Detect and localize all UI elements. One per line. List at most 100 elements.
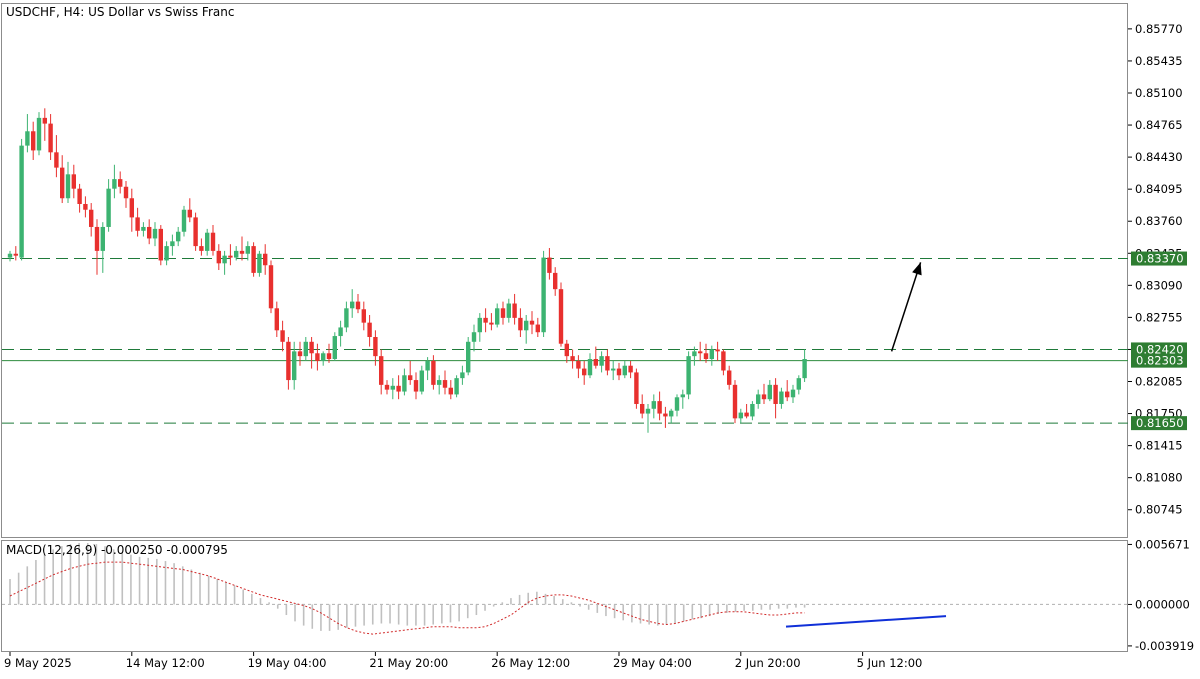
price-axis: 0.85770 0.85435 0.85100 0.84765 0.84430 0.840… xyxy=(1128,22,1187,517)
candle-body xyxy=(651,401,656,409)
candle-body xyxy=(94,226,100,251)
level-price-label: 0.82303 xyxy=(1136,354,1184,368)
divergence-line xyxy=(785,615,947,628)
candle-body xyxy=(779,391,784,404)
candle-body xyxy=(257,253,262,273)
price-tick-label: 0.85770 xyxy=(1135,22,1183,36)
candles-layer xyxy=(7,108,807,433)
candle-body xyxy=(280,330,285,342)
time-tick-label: 9 May 2025 xyxy=(4,656,72,670)
candle-body xyxy=(228,255,233,258)
candle-body xyxy=(31,131,36,151)
candle-body xyxy=(529,320,535,325)
candle-body xyxy=(744,412,749,417)
candle-body xyxy=(616,368,622,376)
candle-body xyxy=(576,360,581,369)
candle-body xyxy=(483,317,488,323)
candle-body xyxy=(622,365,627,376)
candle-body xyxy=(761,394,767,400)
candle-body xyxy=(512,303,517,318)
candle-body xyxy=(141,226,146,231)
candle-body xyxy=(570,356,575,361)
macd-tick-label: 0.005671 xyxy=(1135,537,1190,551)
level-price-tag xyxy=(1131,353,1187,368)
candle-body xyxy=(489,322,494,325)
price-tick-label: 0.81415 xyxy=(1135,439,1183,453)
candle-body xyxy=(77,188,82,204)
candle-body xyxy=(634,372,639,404)
candle-body xyxy=(686,356,691,395)
candle-body xyxy=(123,186,129,199)
level-price-label: 0.83370 xyxy=(1136,252,1184,266)
candle-body xyxy=(611,368,616,371)
candle-body xyxy=(703,353,709,360)
candle-body xyxy=(466,341,471,373)
candle-body xyxy=(506,303,511,318)
candle-body xyxy=(425,360,430,371)
candle-body xyxy=(164,246,169,261)
candle-body xyxy=(303,341,308,357)
level-price-tag xyxy=(1131,342,1187,357)
candle-body xyxy=(355,301,361,310)
candle-body xyxy=(65,174,71,199)
candle-body xyxy=(315,353,320,361)
price-tick-label: 0.81080 xyxy=(1135,471,1183,485)
candle-body xyxy=(767,384,772,400)
candle-body xyxy=(245,246,250,254)
candle-body xyxy=(60,167,65,199)
price-tick-label: 0.82085 xyxy=(1135,375,1183,389)
candle-body xyxy=(326,353,332,360)
candle-body xyxy=(286,341,291,381)
candle-body xyxy=(373,337,378,357)
candle-body xyxy=(640,403,645,414)
candle-body xyxy=(251,246,256,273)
candle-body xyxy=(396,385,401,392)
candle-body xyxy=(199,246,204,251)
candle-body xyxy=(129,198,134,218)
trend-arrow-head xyxy=(912,262,922,276)
candle-body xyxy=(187,209,192,218)
candle-body xyxy=(222,255,227,264)
candle-body xyxy=(408,375,413,381)
time-tick-label: 19 May 04:00 xyxy=(248,656,327,670)
macd-panel xyxy=(1,540,1128,652)
candle-body xyxy=(13,253,18,256)
candle-body xyxy=(750,403,755,417)
candle-body xyxy=(42,117,47,124)
candle-body xyxy=(158,228,163,261)
candle-body xyxy=(524,320,529,331)
time-tick-label: 21 May 20:00 xyxy=(369,656,448,670)
candle-body xyxy=(297,351,303,357)
candle-body xyxy=(419,370,424,392)
candle-body xyxy=(239,250,245,254)
candle-body xyxy=(680,394,685,398)
candle-body xyxy=(454,378,459,395)
candle-body xyxy=(692,351,697,357)
candle-body xyxy=(384,384,390,390)
candle-body xyxy=(100,226,105,251)
candle-body xyxy=(495,308,500,325)
candle-body xyxy=(193,217,198,247)
candle-body xyxy=(234,250,239,258)
candle-body xyxy=(263,253,268,266)
candle-body xyxy=(727,370,732,385)
candle-body xyxy=(558,289,564,344)
candle-body xyxy=(390,385,395,390)
macd-label: MACD(12,26,9) -0.000250 -0.000795 xyxy=(6,543,228,557)
candle-body xyxy=(669,410,674,417)
candle-body xyxy=(216,250,221,264)
candle-body xyxy=(274,308,279,331)
candle-body xyxy=(344,308,349,328)
candle-body xyxy=(106,188,111,227)
candle-body xyxy=(785,391,790,398)
candle-body xyxy=(379,356,384,385)
candle-body xyxy=(350,301,355,309)
candle-body xyxy=(628,365,633,373)
candle-body xyxy=(442,380,448,388)
candle-body xyxy=(152,228,158,239)
candle-body xyxy=(147,226,152,239)
levels-layer xyxy=(2,258,1128,424)
candle-body xyxy=(553,272,558,290)
